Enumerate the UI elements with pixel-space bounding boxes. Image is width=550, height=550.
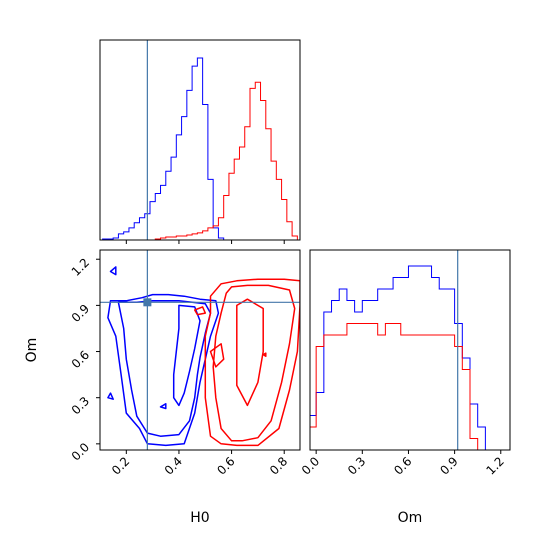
xlabel-om: Om <box>398 510 423 526</box>
ylabel-om: Om <box>24 338 40 363</box>
panel-hist-om: 0.0 0.3 0.6 0.9 1.2 Om <box>299 249 511 526</box>
contour-blue-5 <box>159 403 167 410</box>
frame-contour <box>99 249 301 451</box>
ytick-label-contour-3: 0.9 <box>69 302 92 325</box>
xticks-hist-om: 0.0 0.3 0.6 0.9 1.2 <box>299 450 507 478</box>
contour-blue-3 <box>109 266 117 276</box>
contour-red-5 <box>262 352 267 357</box>
hist-h0-red-step <box>154 81 298 240</box>
contour-red-2 <box>209 343 225 368</box>
xtick-label-om-1: 0.3 <box>345 454 368 477</box>
panel-hist-h0 <box>99 39 301 244</box>
xticks-contour: 0.2 0.4 0.6 0.8 <box>109 450 290 478</box>
xtick-label-om-0: 0.0 <box>299 454 322 477</box>
contour-blue-4 <box>107 392 114 400</box>
xtick-label-contour-3: 0.8 <box>267 454 290 477</box>
contour-blue-1 <box>117 300 212 437</box>
xtick-label-contour-0: 0.2 <box>109 454 132 477</box>
contour-blue-0 <box>107 293 220 447</box>
hist-om-blue-series <box>310 265 486 450</box>
panel-contour-h0-om: 0.2 0.4 0.6 0.8 0.0 0.3 0.6 0.9 1.2 H0 Om <box>24 249 301 526</box>
truth-marker <box>143 298 152 307</box>
contour-red-series <box>193 278 300 447</box>
hist-om-blue-step <box>310 265 486 450</box>
frame-hist-h0 <box>99 39 301 241</box>
contour-red-3 <box>193 306 207 316</box>
hist-h0-blue-series <box>102 57 225 240</box>
xtick-label-om-4: 1.2 <box>483 454 506 477</box>
contour-blue-2 <box>172 304 201 407</box>
hist-om-red-series <box>310 323 486 450</box>
contour-red-4 <box>236 298 264 407</box>
hist-h0-red-series <box>154 81 298 240</box>
ytick-label-contour-4: 1.2 <box>69 255 92 278</box>
contour-blue-series <box>107 266 220 447</box>
xlabel-h0: H0 <box>190 510 209 526</box>
frame-hist-om <box>309 249 511 451</box>
ytick-label-contour-0: 0.0 <box>69 440 92 463</box>
xtick-label-contour-1: 0.4 <box>162 454 185 477</box>
hist-h0-blue-step <box>102 57 225 240</box>
yticks-contour: 0.0 0.3 0.6 0.9 1.2 <box>69 255 100 463</box>
ytick-label-contour-2: 0.6 <box>69 348 92 371</box>
xtick-label-contour-2: 0.6 <box>214 454 237 477</box>
ytick-label-contour-1: 0.3 <box>69 394 92 417</box>
contour-red-0 <box>204 278 300 447</box>
xtick-label-om-3: 0.9 <box>437 454 460 477</box>
xtick-label-om-2: 0.6 <box>391 454 414 477</box>
hist-om-red-step <box>310 323 486 450</box>
ticks-hist-h0 <box>125 240 285 244</box>
